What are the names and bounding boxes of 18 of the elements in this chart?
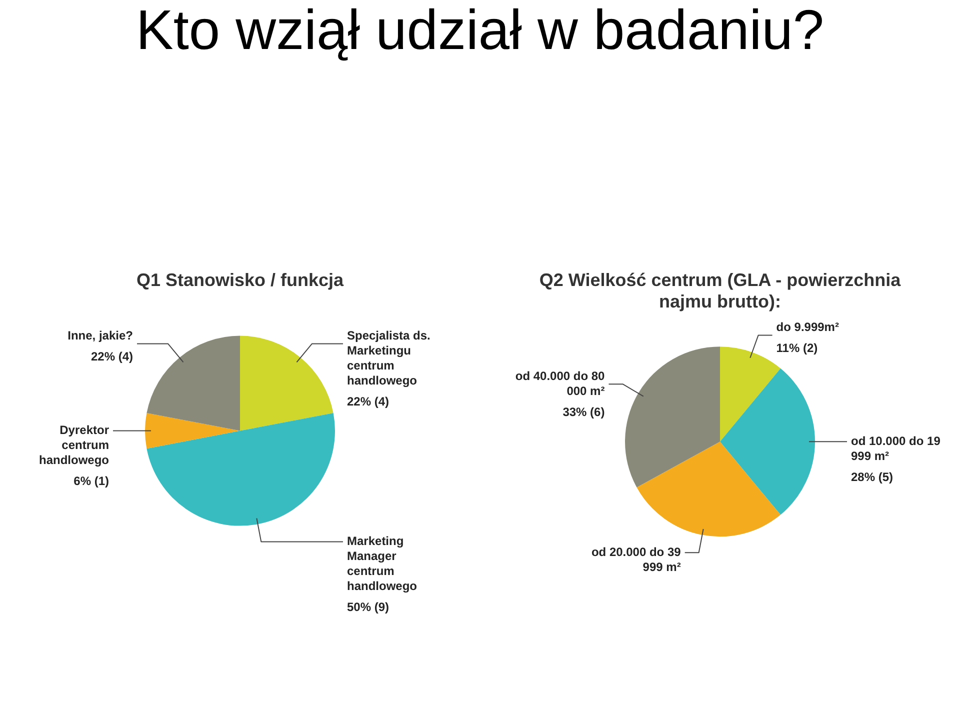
slice-label: Dyrektor centrum handlowego xyxy=(39,423,110,468)
slice-label: od 20.000 do 39 999 m² xyxy=(591,544,682,574)
text: Kto wziął udział w badaniu? xyxy=(135,0,825,61)
data-label: 28% (5) xyxy=(851,470,894,484)
data-label: 11% (2) xyxy=(776,341,818,356)
chart-title: Q2 Wielkość centrum (GLA - powierzchnia najmu brutto): xyxy=(539,270,902,312)
slice-label: Marketing Manager centrum handlowego xyxy=(347,534,417,594)
data-label: 22% (4) xyxy=(90,350,133,364)
slice-label: od 10.000 do 19 999 m² xyxy=(851,434,941,463)
chart-title: Q1 Stanowisko / funkcja xyxy=(136,270,345,290)
slice-label: Specjalista ds. Marketingu centrum handlowego xyxy=(347,328,430,388)
data-label: 33% (6) xyxy=(562,404,605,419)
slice-label: do 9.999m² xyxy=(776,320,839,334)
data-label: 50% (9) xyxy=(347,600,390,614)
slice-label: Inne, jakie? xyxy=(68,328,133,343)
data-label: 6% (1) xyxy=(74,474,110,488)
data-label: 22% (4) xyxy=(347,394,390,409)
slice-label: od 40.000 do 80 000 m² xyxy=(515,368,606,398)
